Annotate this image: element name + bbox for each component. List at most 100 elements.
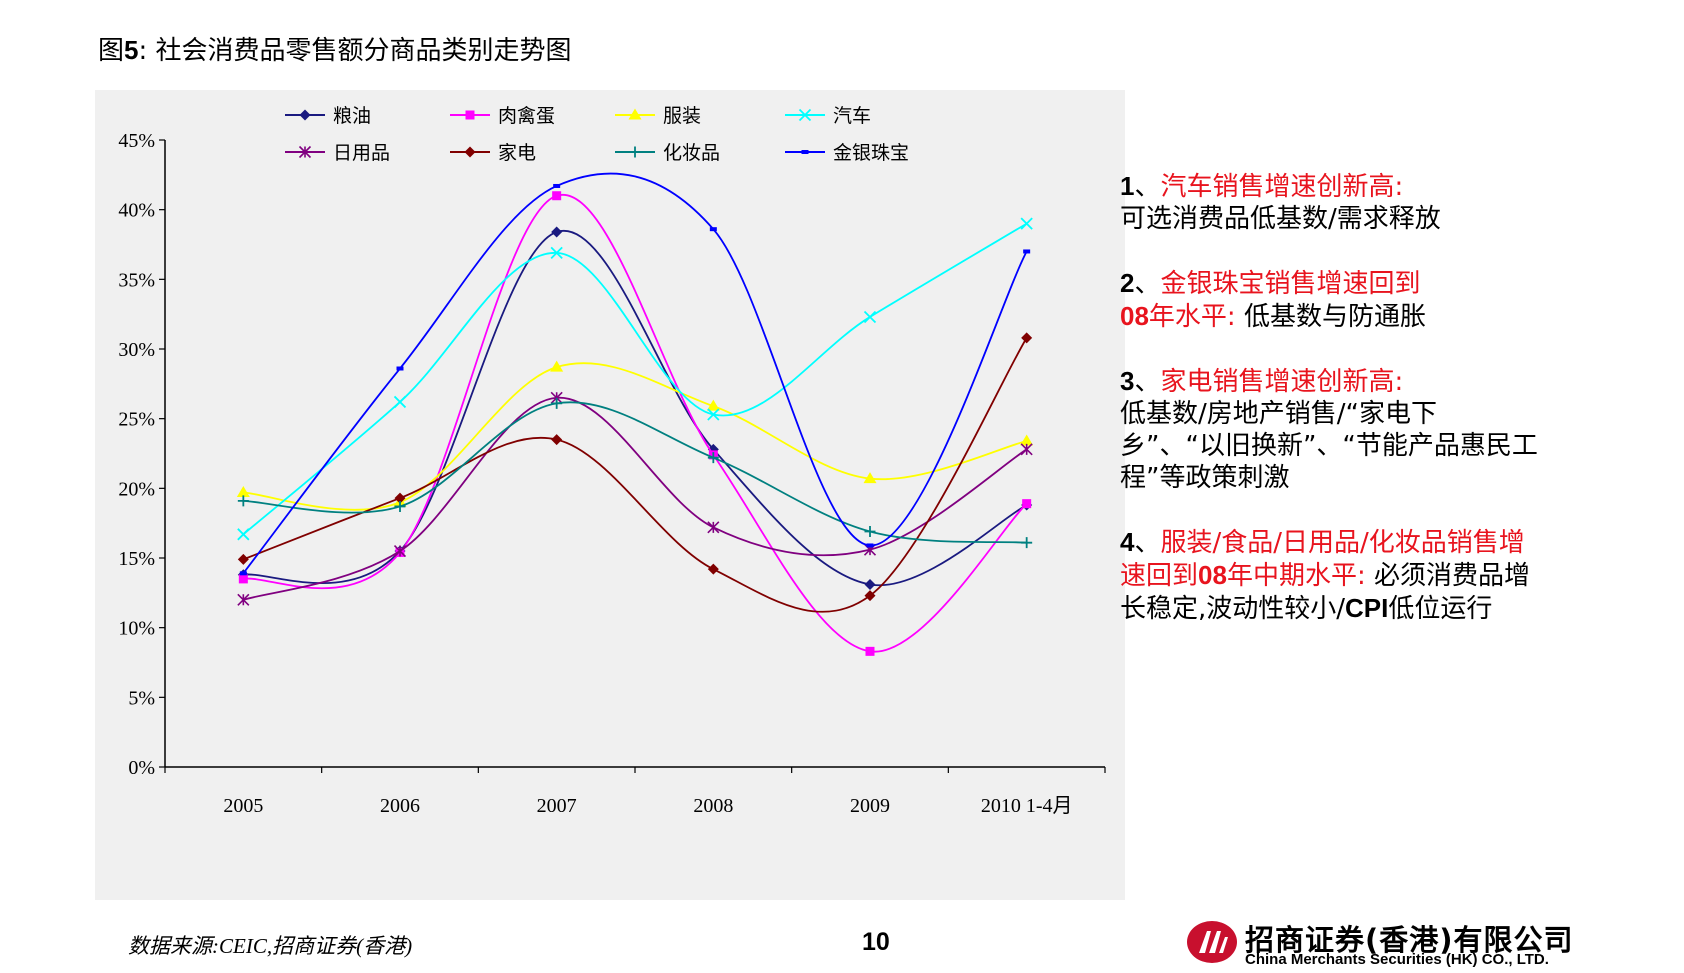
data-point (863, 310, 877, 324)
note-heading-year: 08 (1198, 560, 1227, 590)
note-heading-tail: 年中期水平: (1226, 561, 1366, 591)
y-tick-label: 5% (128, 687, 155, 709)
note-body: 低基数与防通胀 (1235, 302, 1426, 332)
note-heading: 服装/食品/日用品/化妆品销售增速回到 (1120, 528, 1525, 591)
data-point (238, 574, 248, 584)
data-point (707, 408, 720, 421)
x-tick-label: 2010 1-4月 (981, 795, 1073, 817)
legend-swatch-marker (801, 150, 809, 154)
y-tick-label: 10% (118, 618, 155, 640)
data-point (551, 226, 563, 238)
note-heading-year: 08 (1120, 301, 1149, 331)
note-heading: 汽车销售增速创新高: (1160, 172, 1404, 202)
legend-swatch-marker (629, 146, 641, 158)
legend-swatch-marker (298, 145, 312, 159)
legend-entry: 家电 (498, 142, 536, 164)
note-heading-tail: 年水平: (1148, 302, 1236, 332)
note-separator: 、 (1134, 367, 1161, 397)
data-point (864, 526, 876, 538)
page-number: 10 (862, 928, 890, 956)
y-tick-label: 20% (118, 478, 155, 500)
series-line-7 (243, 401, 1027, 544)
series-line-5 (243, 396, 1028, 601)
x-tick-label: 2009 (850, 795, 890, 817)
data-point (1023, 249, 1031, 254)
data-point (550, 360, 564, 372)
data-point (551, 434, 563, 446)
series-line-3 (243, 362, 1027, 511)
data-point (237, 495, 249, 507)
legend-swatch-marker (798, 108, 812, 122)
data-point (707, 452, 719, 464)
commentary-notes: 1、汽车销售增速创新高: 可选消费品低基数/需求释放 2、金银珠宝销售增速回到 … (1120, 170, 1540, 657)
legend-entry: 日用品 (333, 142, 390, 164)
logo-english-name: China Merchants Securities (HK) CO., LTD… (1245, 951, 1549, 968)
title-text: : 社会消费品零售额分商品类别走势图 (138, 36, 572, 66)
data-point (394, 500, 406, 512)
y-tick-label: 35% (118, 269, 155, 291)
company-logo: 招商证券(香港)有限公司 China Merchants Securities … (1185, 915, 1605, 970)
legend-entry: 化妆品 (663, 142, 720, 164)
series-line-4 (242, 222, 1028, 536)
note-3: 3、家电销售增速创新高: 低基数/房地产销售/“家电下乡”、“以旧换新”、“节能… (1120, 365, 1540, 494)
legend-swatch-marker (299, 109, 311, 121)
note-separator: 、 (1134, 172, 1161, 202)
data-point (394, 492, 406, 504)
series-line-2 (243, 194, 1028, 653)
data-point (551, 397, 563, 409)
data-point (707, 563, 719, 575)
data-point (237, 553, 249, 565)
note-1: 1、汽车销售增速创新高: 可选消费品低基数/需求释放 (1120, 170, 1540, 235)
data-point (707, 521, 720, 534)
note-number: 2 (1120, 268, 1135, 298)
data-point (553, 183, 561, 188)
data-point (237, 593, 250, 606)
legend-entry: 肉禽蛋 (498, 105, 555, 127)
note-heading: 家电销售增速创新高: (1160, 367, 1404, 397)
line-chart: 0% 5% 10% 15% 20% 25% 30% 35% 40% 45% 2005 2006 2007… (118, 105, 1106, 817)
data-point (396, 366, 404, 371)
note-body: 必须消费品增长稳定,波动性较小/ (1120, 561, 1530, 624)
note-separator: 、 (1134, 269, 1161, 299)
data-point (393, 544, 407, 558)
title-prefix: 图 (98, 36, 125, 66)
legend-entry: 汽车 (833, 105, 871, 127)
note-2: 2、金银珠宝销售增速回到 08年水平: 低基数与防通胀 (1120, 267, 1540, 333)
legend-entry: 服装 (663, 105, 701, 127)
data-point (866, 543, 874, 548)
data-point (709, 227, 717, 232)
data-point (1022, 499, 1032, 509)
x-tick-label: 2007 (537, 795, 577, 817)
note-body: 低基数/房地产销售/“家电下乡”、“以旧换新”、“节能产品惠民工程”等政策刺激 (1120, 399, 1538, 493)
data-point (236, 486, 250, 498)
legend-swatch-marker (464, 146, 476, 158)
chart-area: 0% 5% 10% 15% 20% 25% 30% 35% 40% 45% 2005 2006 2007… (95, 90, 1125, 900)
data-point (865, 646, 875, 656)
y-tick-label: 15% (118, 548, 155, 570)
y-tick-label: 45% (118, 130, 155, 152)
logo-chinese-name: 招商证券(香港)有限公司 (1245, 923, 1574, 957)
note-number: 3 (1120, 366, 1135, 396)
cms-logo-icon (1187, 921, 1237, 963)
data-point (864, 578, 876, 590)
data-point (552, 191, 562, 201)
data-point (1020, 217, 1033, 230)
note-4: 4、服装/食品/日用品/化妆品销售增速回到08年中期水平: 必须消费品增长稳定,… (1120, 526, 1540, 625)
data-point (1020, 434, 1034, 446)
note-heading: 金银珠宝销售增速回到 (1160, 269, 1421, 299)
note-number: 4 (1120, 527, 1135, 557)
y-tick-label: 30% (118, 339, 155, 361)
legend-swatch-marker (628, 108, 642, 120)
note-number: 1 (1120, 171, 1135, 201)
note-separator: 、 (1134, 528, 1161, 558)
data-point (863, 472, 877, 484)
legend-entry: 粮油 (333, 105, 371, 127)
x-tick-label: 2008 (693, 795, 733, 817)
x-tick-label: 2005 (223, 795, 263, 817)
y-tick-label: 25% (118, 409, 155, 431)
data-point (550, 246, 563, 259)
data-source: 数据来源:CEIC,招商证券(香港) (128, 934, 413, 958)
data-point (1021, 332, 1033, 344)
data-point (864, 590, 876, 602)
data-point (393, 395, 407, 409)
